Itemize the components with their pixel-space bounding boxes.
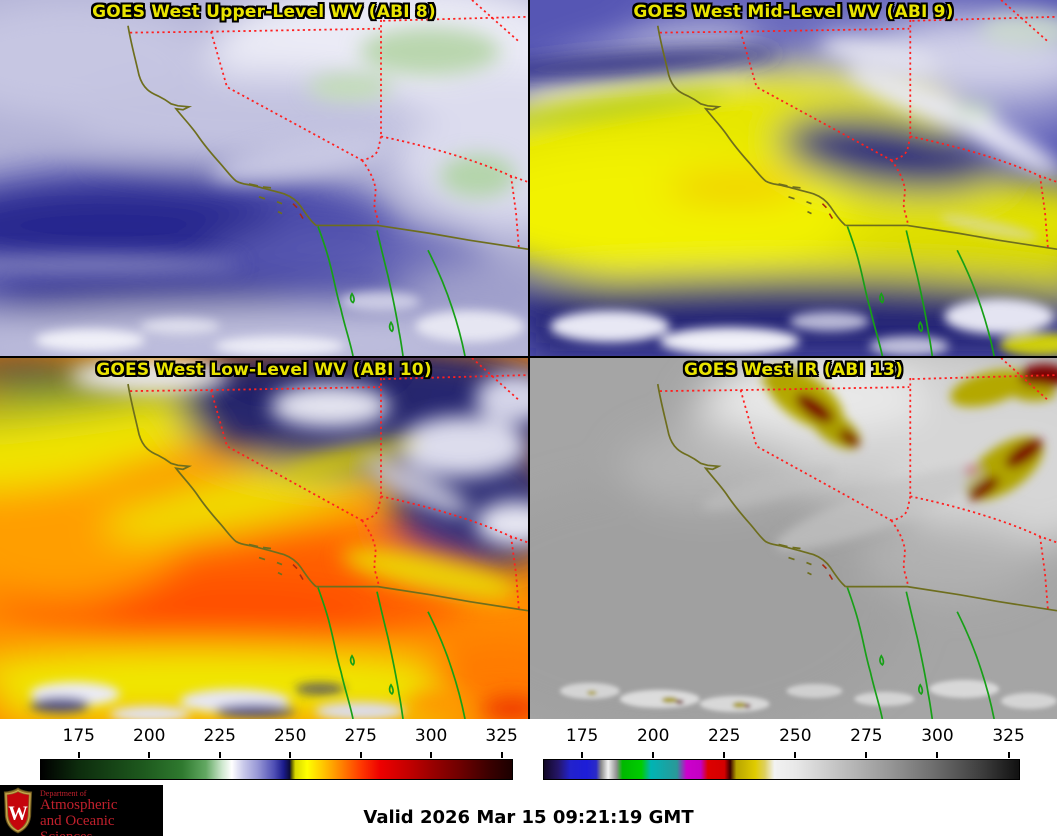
satellite-imagery-low-wv xyxy=(0,358,528,719)
colorbar-ir: 175 200 225 250 275 300 325 xyxy=(543,719,1025,785)
colorbar-tick xyxy=(148,752,151,758)
panel-title: GOES West Low-Level WV (ABI 10) xyxy=(96,360,432,380)
colorbar-tick-label: 300 xyxy=(414,726,448,746)
colorbar-tick-label: 250 xyxy=(273,726,307,746)
uw-aos-logo: W Department of Atmospheric and Oceanic … xyxy=(0,785,163,836)
panel-ir: GOES West IR (ABI 13) xyxy=(530,358,1057,719)
map-borders-overlay xyxy=(656,358,1057,719)
satellite-imagery-mid-wv xyxy=(530,0,1057,356)
colorbar-tick-label: 225 xyxy=(708,726,741,746)
panel-title: GOES West Upper-Level WV (ABI 8) xyxy=(92,2,436,22)
colorbar-gradient-wv xyxy=(40,759,513,780)
footer: W Department of Atmospheric and Oceanic … xyxy=(0,785,1057,836)
colorbar-tick-label: 275 xyxy=(344,726,377,746)
colorbar-row: 175 200 225 250 275 300 325 175 200 225 … xyxy=(0,719,1057,785)
panel-mid-level-wv: GOES West Mid-Level WV (ABI 9) xyxy=(530,0,1057,356)
colorbar-tick-label: 325 xyxy=(485,726,518,746)
colorbar-tick-label: 250 xyxy=(779,726,812,746)
logo-name-line2: and Oceanic Sciences xyxy=(40,813,115,836)
valid-timestamp: Valid 2026 Mar 15 09:21:19 GMT xyxy=(363,807,694,828)
uw-logo-text: Department of Atmospheric and Oceanic Sc… xyxy=(40,789,163,836)
colorbar-tick-label: 200 xyxy=(133,726,166,746)
map-borders-overlay xyxy=(656,0,1057,356)
colorbar-tick xyxy=(289,752,292,758)
colorbar-tick xyxy=(218,752,221,758)
colorbar-wv: 175 200 225 250 275 300 325 xyxy=(40,719,518,785)
map-borders-overlay xyxy=(127,0,528,356)
colorbar-tick xyxy=(1007,752,1010,758)
colorbar-tick xyxy=(723,752,726,758)
logo-dept-text: Department of xyxy=(40,789,87,798)
logo-name-line1: Atmospheric xyxy=(40,797,118,814)
panel-title: GOES West Mid-Level WV (ABI 9) xyxy=(633,2,954,22)
colorbar-tick-label: 275 xyxy=(850,726,883,746)
colorbar-tick xyxy=(794,752,797,758)
colorbar-tick xyxy=(430,752,433,758)
satellite-imagery-upper-wv xyxy=(0,0,528,356)
panel-upper-level-wv: GOES West Upper-Level WV (ABI 8) xyxy=(0,0,528,356)
colorbar-tick-label: 175 xyxy=(565,726,599,746)
colorbar-gradient-ir xyxy=(543,759,1020,780)
colorbar-tick xyxy=(500,752,503,758)
colorbar-tick xyxy=(359,752,362,758)
colorbar-tick-label: 200 xyxy=(636,726,670,746)
colorbar-tick-label: 300 xyxy=(921,726,954,746)
svg-text:W: W xyxy=(8,803,28,824)
colorbar-tick-label: 225 xyxy=(203,726,236,746)
colorbar-tick xyxy=(865,752,868,758)
map-borders-overlay xyxy=(127,358,528,719)
satellite-imagery-ir xyxy=(530,358,1057,719)
colorbar-tick-label: 325 xyxy=(992,726,1025,746)
colorbar-tick xyxy=(77,752,80,758)
colorbar-tick xyxy=(936,752,939,758)
colorbar-tick-label: 175 xyxy=(62,726,96,746)
panel-low-level-wv: GOES West Low-Level WV (ABI 10) xyxy=(0,358,528,719)
panel-title: GOES West IR (ABI 13) xyxy=(683,360,904,380)
uw-crest-icon: W xyxy=(3,787,33,834)
colorbar-tick xyxy=(652,752,655,758)
colorbar-tick xyxy=(581,752,584,758)
